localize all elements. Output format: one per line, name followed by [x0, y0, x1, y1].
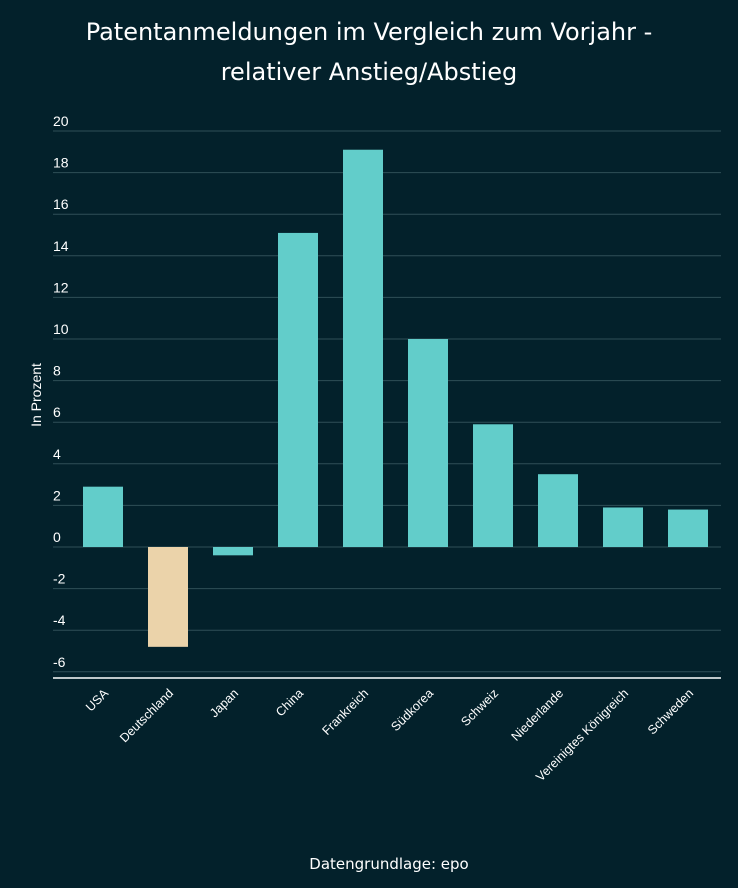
bar-vereinigtes-k-nigreich	[603, 507, 643, 547]
x-tick-label: Schweiz	[458, 686, 501, 729]
y-tick-label: 6	[53, 404, 61, 420]
y-tick-label: 20	[53, 113, 69, 129]
y-tick-label: 16	[53, 196, 69, 212]
y-tick-label: 12	[53, 279, 69, 295]
y-tick-label: -2	[53, 571, 66, 587]
chart-title-line-2: relativer Anstieg/Abstieg	[221, 58, 518, 86]
bar-usa	[83, 486, 123, 547]
bar-series	[83, 149, 708, 647]
x-tick-label: USA	[83, 686, 112, 715]
bar-schweiz	[473, 424, 513, 547]
x-tick-label: Südkorea	[388, 686, 436, 734]
x-tick-label: Niederlande	[509, 686, 567, 744]
x-tick-label: Deutschland	[117, 686, 176, 745]
y-tick-label: 8	[53, 363, 61, 379]
bar-schweden	[668, 509, 708, 547]
x-tick-label: Schweden	[645, 686, 696, 737]
x-tick-labels: USA Deutschland Japan China Frankreich Südkor…	[83, 686, 696, 784]
bar-deutschland	[148, 547, 188, 647]
source-note: Datengrundlage: epo	[309, 855, 468, 873]
bar-niederlande	[538, 474, 578, 547]
bar-china	[278, 232, 318, 548]
bar-frankreich	[343, 149, 383, 547]
bar-japan	[213, 547, 253, 556]
x-tick-label: China	[273, 686, 306, 719]
y-tick-label: 4	[53, 446, 61, 462]
y-tick-label: 2	[53, 487, 61, 503]
y-tick-label: 0	[53, 529, 61, 545]
x-tick-label: Japan	[207, 686, 241, 720]
y-axis-label: In Prozent	[28, 363, 44, 427]
y-tick-label: 18	[53, 155, 69, 171]
x-tick-label: Frankreich	[319, 686, 371, 738]
y-tick-label: -6	[53, 654, 66, 670]
y-tick-label: -4	[53, 612, 66, 628]
y-tick-label: 10	[53, 321, 69, 337]
bar-s-dkorea	[408, 339, 448, 547]
y-tick-label: 14	[53, 238, 69, 254]
chart-title-line-1: Patentanmeldungen im Vergleich zum Vorja…	[86, 18, 653, 46]
